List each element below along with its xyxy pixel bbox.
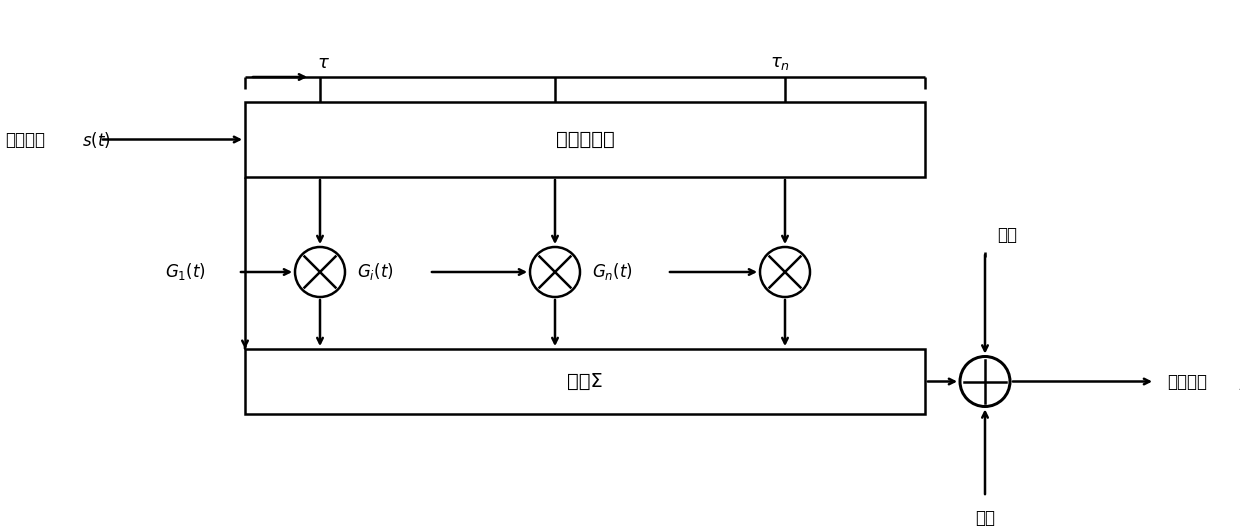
Circle shape <box>529 247 580 297</box>
Text: 抽头延迟线: 抽头延迟线 <box>556 130 614 149</box>
Circle shape <box>295 247 345 297</box>
Text: 干扰: 干扰 <box>975 509 994 527</box>
Text: $s(t)$: $s(t)$ <box>82 129 110 149</box>
Text: $\tau_n$: $\tau_n$ <box>770 54 790 72</box>
Text: $\tau$: $\tau$ <box>317 54 330 72</box>
Text: 输出信号: 输出信号 <box>1167 372 1207 390</box>
Text: 求和Σ: 求和Σ <box>567 372 603 391</box>
Text: 噪声: 噪声 <box>997 226 1017 244</box>
Text: $G_n(t)$: $G_n(t)$ <box>591 262 632 282</box>
Text: 输入信号: 输入信号 <box>5 130 45 148</box>
Text: $G_1(t)$: $G_1(t)$ <box>165 262 206 282</box>
Circle shape <box>760 247 810 297</box>
Circle shape <box>960 356 1011 406</box>
Text: $G_i(t)$: $G_i(t)$ <box>357 262 393 282</box>
Bar <box>246 102 925 177</box>
Bar <box>246 349 925 414</box>
